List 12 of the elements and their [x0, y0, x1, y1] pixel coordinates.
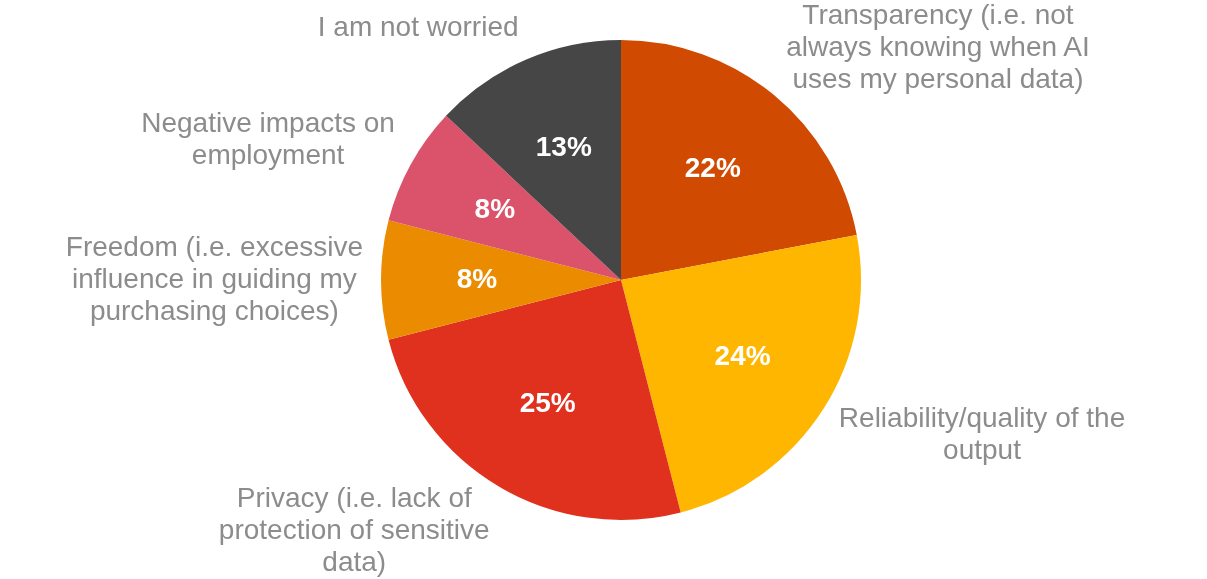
slice-label: I am not worried	[317, 11, 519, 43]
data-label: 13%	[535, 130, 592, 162]
slice-label: Privacy (i.e. lack of protection of sensitive data)	[218, 481, 490, 577]
data-label: 25%	[519, 386, 576, 418]
slice-label: Transparency (i.e. not always knowing when AI uses my personal data)	[786, 0, 1090, 94]
data-label: 8%	[474, 193, 516, 225]
slice-label: Freedom (i.e. excessive influence in guiding my purchasing choices)	[65, 230, 363, 326]
data-label: 22%	[684, 151, 741, 183]
data-label: 24%	[714, 339, 771, 371]
slice-label: Reliability/quality of the output	[838, 402, 1126, 466]
data-label: 8%	[456, 262, 498, 294]
slice-label: Negative impacts on employment	[141, 107, 395, 171]
